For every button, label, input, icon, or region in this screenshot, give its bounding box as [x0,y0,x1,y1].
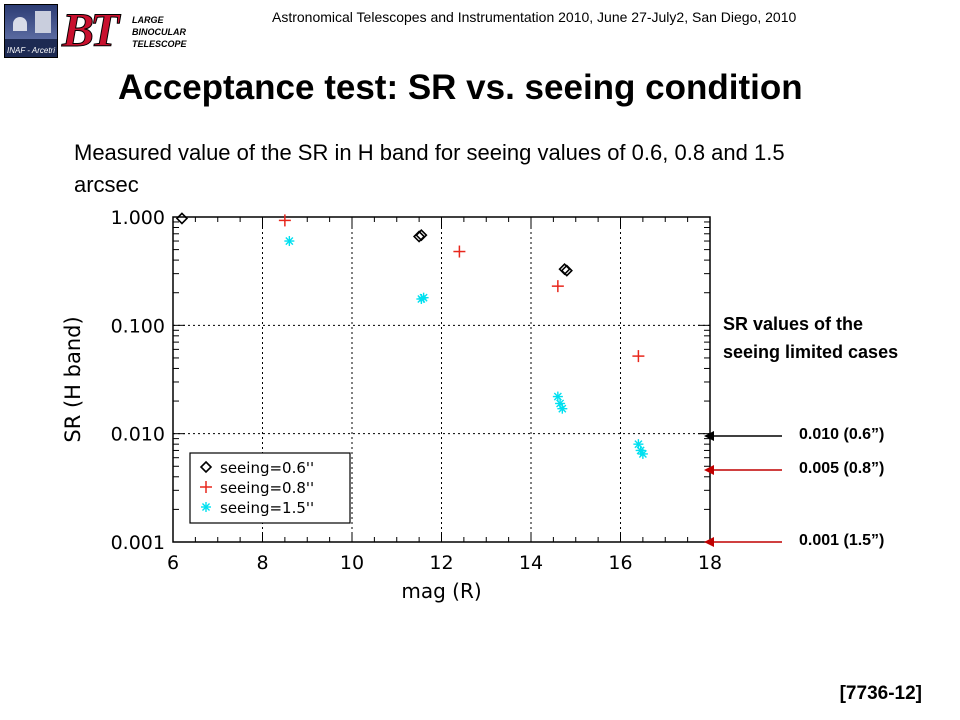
x-tick-label: 10 [340,552,364,574]
legend-marker [201,502,211,512]
legend-marker [200,481,212,493]
paper-code: [7736-12] [839,683,922,704]
diamond-marker-shape [199,460,213,474]
observatory-tower-icon [35,11,51,33]
chart-container: 6 8 10 12 14 16 18 0.001 0.010 0.100 1.000 mag (R) S… [40,205,730,620]
legend-entry: seeing=0.6'' [220,459,314,477]
legend-entry: seeing=0.8'' [220,479,314,497]
inaf-logo-text: INAF - Arcetri [6,46,55,55]
data-point-series-3 [637,448,648,459]
reference-value-label: 0.010 (0.6”) [799,426,885,443]
data-point-series-1 [415,229,428,242]
data-point-series-1 [560,264,573,277]
lbt-logo-initials: BT [61,4,119,58]
data-point-series-2 [453,245,466,258]
data-point-series-3 [284,236,295,247]
reference-value-row: 0.001 (1.5”) [700,530,930,554]
y-tick-label: 0.001 [111,532,165,554]
data-point-series-2 [551,280,564,293]
slide-title: Acceptance test: SR vs. seeing condition [118,68,803,107]
data-point-series-2 [632,350,645,363]
x-tick-label: 16 [608,552,632,574]
lbt-logo-words: LARGE BINOCULAR TELESCOPE [132,14,187,50]
y-tick-label: 0.010 [111,424,165,446]
x-tick-label: 6 [167,552,179,574]
asterisk-marker-stroke [553,392,562,401]
asterisk-marker-stroke [419,293,428,302]
asterisk-marker-stroke [638,449,647,458]
lbt-logo-word-telescope: TELESCOPE [132,39,187,49]
arrow-left-icon [704,431,782,441]
y-tick-label: 1.000 [111,207,165,229]
observatory-dome-icon [13,17,27,31]
diamond-marker-shape [560,264,573,277]
y-axis-label: SR (H band) [61,316,85,442]
x-tick-label: 14 [519,552,543,574]
lbt-logo-word-binocular: BINOCULAR [132,27,186,37]
data-point-series-3 [552,391,563,402]
diamond-marker-shape [175,212,189,225]
asterisk-marker-stroke [636,446,645,455]
sr-vs-mag-chart: 6 8 10 12 14 16 18 0.001 0.010 0.100 1.000 mag (R) S… [61,207,722,603]
reference-value-row: 0.005 (0.8”) [700,458,930,482]
asterisk-marker-stroke [201,502,211,512]
diamond-marker-shape [415,229,428,242]
legend-box [189,452,351,524]
x-axis-label: mag (R) [401,579,481,603]
asterisk-marker-stroke [558,404,567,413]
legend-marker [199,460,213,474]
x-tick-label: 8 [256,552,268,574]
x-tick-label: 12 [429,552,453,574]
reference-value-label: 0.001 (1.5”) [799,532,885,549]
slide-subtitle: Measured value of the SR in H band for s… [74,140,785,197]
lbt-logo: BT LARGE BINOCULAR TELESCOPE [61,4,186,58]
asterisk-marker-stroke [634,440,643,449]
data-point-series-3 [557,403,568,414]
data-point-series-3 [418,292,429,303]
data-point-series-1 [175,212,189,225]
reference-value-row: 0.010 (0.6”) [700,424,930,448]
data-point-series-2 [278,214,291,227]
y-tick-label: 0.100 [111,315,165,337]
asterisk-marker-stroke [556,399,565,408]
x-tick-label: 18 [698,552,722,574]
conference-header: Astronomical Telescopes and Instrumentat… [272,9,797,25]
legend-entry: seeing=1.5'' [220,499,314,517]
arrow-left-icon [704,465,782,475]
reference-value-label: 0.005 (0.8”) [799,460,885,477]
arrow-left-icon [704,537,782,547]
inaf-logo: INAF - Arcetri [4,4,58,58]
lbt-logo-word-large: LARGE [132,15,164,25]
asterisk-marker-stroke [285,237,294,246]
seeing-limited-note: SR values of the seeing limited cases [723,314,899,362]
